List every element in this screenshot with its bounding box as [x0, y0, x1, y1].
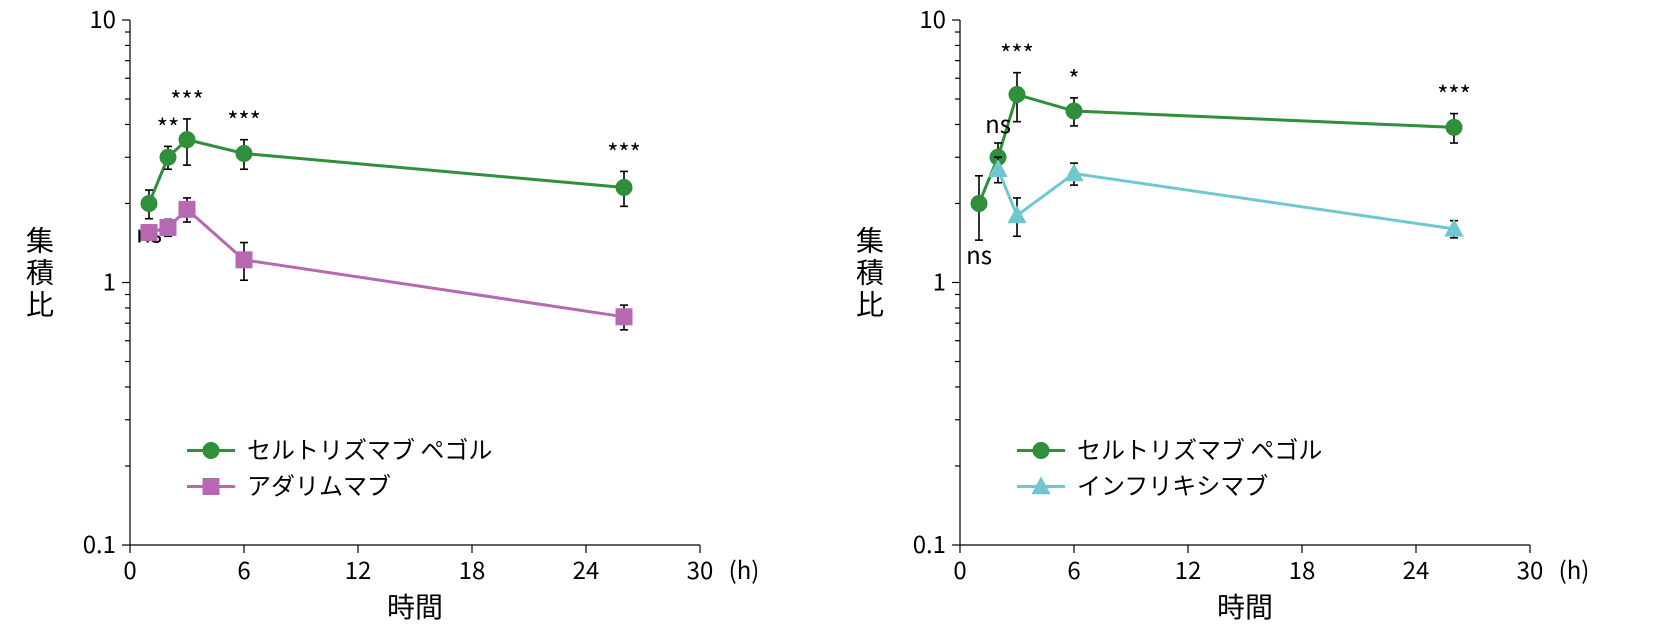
- legend-label: アダリムマブ: [247, 467, 391, 502]
- chart-panel-right: 0612182430(h)時間0.1110集積比nsns*******セルトリズ…: [830, 0, 1659, 639]
- significance-label: ***: [1437, 76, 1471, 111]
- significance-label: ***: [607, 133, 641, 168]
- x-axis-label: 時間: [387, 586, 443, 626]
- x-tick-label: 24: [1402, 551, 1429, 586]
- x-tick-label: 12: [1174, 551, 1201, 586]
- y-tick-label: 0.1: [912, 525, 945, 560]
- legend: セルトリズマブ ペゴルインフリキシマブ: [1017, 431, 1322, 502]
- significance-label: ***: [1000, 35, 1034, 70]
- y-tick-label: 10: [919, 0, 946, 35]
- x-tick-label: 18: [1288, 551, 1315, 586]
- significance-label: ns: [966, 236, 992, 271]
- legend: セルトリズマブ ペゴルアダリムマブ: [187, 431, 492, 502]
- series-0: ns***********: [136, 81, 641, 250]
- x-axis-unit: (h): [1558, 551, 1589, 586]
- y-axis-label-char: 比: [26, 284, 54, 324]
- x-tick-label: 18: [459, 551, 486, 586]
- y-tick-label: 0.1: [83, 525, 116, 560]
- significance-label: ***: [170, 81, 204, 116]
- significance-label: ***: [227, 102, 261, 137]
- y-tick-label: 10: [89, 0, 116, 35]
- legend-label: インフリキシマブ: [1077, 467, 1268, 502]
- significance-label: *: [1068, 60, 1079, 95]
- y-axis-label-char: 比: [855, 284, 883, 324]
- x-axis-unit: (h): [729, 551, 760, 586]
- legend-label: セルトリズマブ ペゴル: [247, 431, 492, 466]
- series-1: [141, 198, 632, 330]
- x-tick-label: 6: [237, 551, 250, 586]
- chart-panel-left: 0612182430(h)時間0.1110集積比ns***********セルト…: [0, 0, 830, 639]
- axes: 0612182430(h)時間0.1110集積比: [26, 0, 759, 626]
- x-axis-label: 時間: [1216, 586, 1272, 626]
- x-tick-label: 30: [687, 551, 714, 586]
- x-tick-label: 0: [953, 551, 966, 586]
- x-tick-label: 24: [573, 551, 600, 586]
- x-tick-label: 30: [1516, 551, 1543, 586]
- series-0: nsns*******: [966, 35, 1471, 271]
- x-tick-label: 0: [123, 551, 136, 586]
- significance-label: ns: [985, 105, 1011, 140]
- series-1: [989, 157, 1463, 238]
- y-tick-label: 1: [103, 263, 116, 298]
- x-tick-label: 6: [1067, 551, 1080, 586]
- legend-label: セルトリズマブ ペゴル: [1077, 431, 1322, 466]
- axes: 0612182430(h)時間0.1110集積比: [855, 0, 1588, 626]
- x-tick-label: 12: [345, 551, 372, 586]
- y-tick-label: 1: [932, 263, 945, 298]
